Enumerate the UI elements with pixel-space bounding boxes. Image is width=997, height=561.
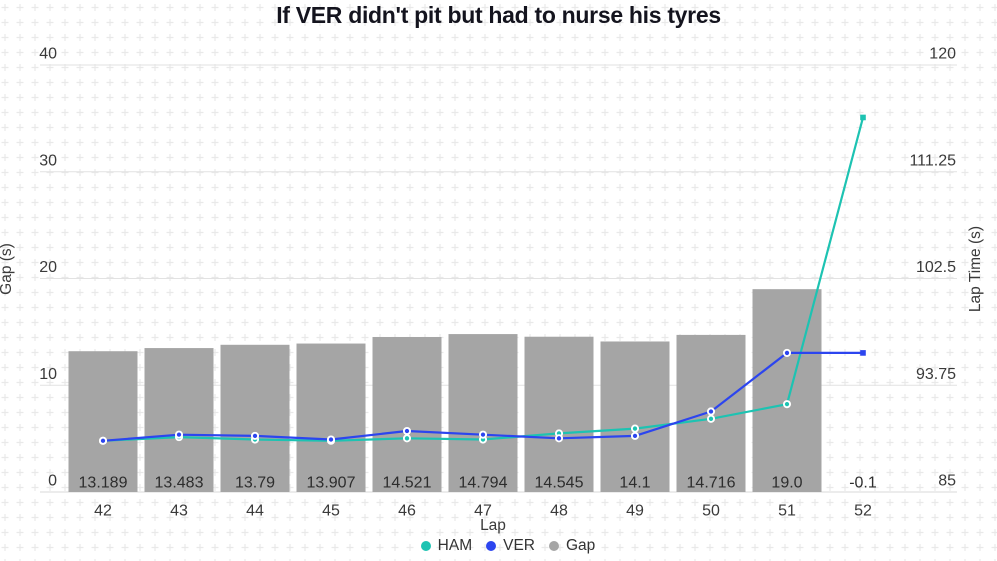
ver-swatch-icon (486, 541, 497, 551)
gap-value-label: 14.794 (459, 475, 508, 492)
left-axis-tick-label: 10 (39, 366, 57, 383)
gap-value-label: 13.79 (235, 475, 275, 492)
x-axis-tick-label: 44 (246, 503, 264, 520)
x-axis-tick-label: 45 (322, 503, 340, 520)
gap-bar-lap-49[interactable] (600, 341, 670, 492)
ham-point-lap-50[interactable] (706, 414, 716, 423)
grid-pattern-vertical (4, 0, 996, 561)
right-axis-tick-label: 111.25 (909, 152, 956, 169)
gap-bar-lap-44[interactable] (220, 344, 290, 492)
x-axis-tick-label: 48 (550, 503, 568, 520)
legend-label-ver: VER (503, 537, 535, 554)
right-axis-tick-label: 102.5 (916, 259, 956, 276)
right-axis-tick-label: 93.75 (916, 366, 956, 383)
left-axis-tick-label: 20 (39, 259, 57, 276)
gap-value-label: 14.521 (383, 475, 432, 492)
gap-value-label: 14.1 (619, 475, 650, 492)
right-axis-tick-label: 85 (938, 473, 956, 490)
right-axis-tick-label: 120 (929, 46, 956, 63)
gap-bar-lap-47[interactable] (448, 334, 518, 492)
ham-point-lap-49[interactable] (630, 424, 640, 433)
left-axis-tick-label: 40 (39, 46, 57, 63)
legend-item-ver[interactable]: VER (486, 537, 535, 555)
x-axis-title: Lap (480, 517, 506, 534)
x-axis-tick-label: 46 (398, 503, 416, 520)
legend-label-ham: HAM (437, 537, 473, 554)
ver-point-lap-49[interactable] (630, 431, 640, 440)
gap-value-label: 13.483 (155, 475, 204, 492)
left-axis-title: Gap (s) (0, 243, 15, 295)
gap-value-label: -0.1 (849, 475, 877, 492)
legend-item-ham[interactable]: HAM (420, 537, 473, 555)
gap-bar-lap-42[interactable] (68, 351, 138, 492)
x-axis-tick-label: 50 (702, 503, 720, 520)
left-axis-tick-label: 0 (48, 473, 57, 490)
ver-point-lap-51[interactable] (782, 348, 792, 357)
x-axis-tick-label: 42 (94, 503, 112, 520)
ver-point-lap-50[interactable] (706, 407, 716, 416)
legend: HAM VER Gap (0, 537, 997, 555)
ver-point-lap-42[interactable] (98, 436, 108, 445)
ver-point-lap-47[interactable] (478, 430, 488, 439)
ver-point-lap-46[interactable] (402, 426, 412, 436)
gap-bar-lap-51[interactable] (752, 289, 822, 492)
left-axis-tick-label: 30 (39, 152, 57, 169)
ver-point-lap-43[interactable] (174, 430, 184, 439)
gap-value-label: 19.0 (771, 475, 802, 492)
right-axis-title: Lap Time (s) (967, 225, 984, 313)
ham-point-lap-46[interactable] (402, 434, 412, 443)
legend-item-gap[interactable]: Gap (549, 537, 595, 555)
ham-swatch-icon (420, 541, 431, 551)
gap-value-label: 13.189 (79, 475, 128, 492)
gap-value-label: 13.907 (307, 475, 356, 492)
x-axis-tick-label: 49 (626, 503, 644, 520)
x-axis-tick-label: 43 (170, 503, 188, 520)
legend-label-gap: Gap (566, 537, 596, 554)
ver-point-lap-44[interactable] (250, 431, 260, 440)
ham-point-lap-52[interactable] (860, 114, 866, 121)
gap-bar-lap-46[interactable] (372, 336, 442, 492)
x-axis-tick-label: 52 (854, 503, 872, 520)
ver-point-lap-48[interactable] (554, 434, 564, 443)
ver-point-lap-45[interactable] (326, 435, 336, 444)
x-axis-tick-label: 47 (474, 503, 492, 520)
gap-bar-lap-48[interactable] (524, 336, 594, 492)
x-axis-tick-label: 51 (778, 503, 796, 520)
gap-swatch-icon (549, 541, 559, 551)
gap-bar-lap-45[interactable] (296, 343, 366, 492)
chart-title: If VER didn't pit but had to nurse his t… (276, 2, 721, 28)
ver-point-lap-52[interactable] (860, 350, 866, 356)
ham-point-lap-51[interactable] (782, 400, 792, 409)
gap-value-label: 14.716 (687, 475, 736, 492)
gap-bar-lap-43[interactable] (144, 348, 214, 492)
gap-value-label: 14.545 (535, 475, 584, 492)
